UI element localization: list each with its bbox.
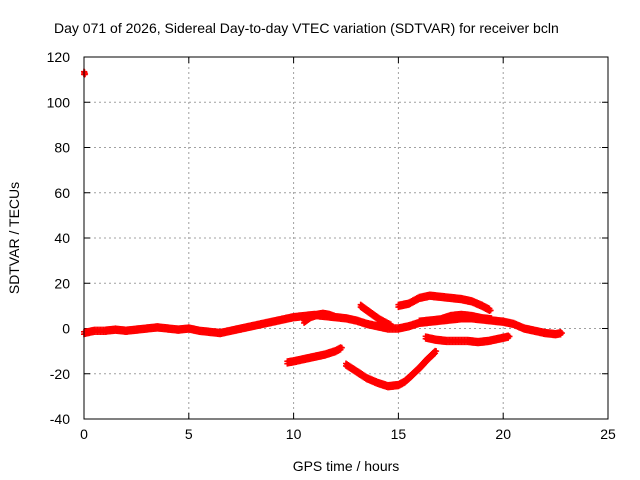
data-point-track-upper xyxy=(487,307,494,314)
x-tick-label: 5 xyxy=(185,426,193,442)
data-point-track-dip xyxy=(431,351,438,358)
y-tick-label: 0 xyxy=(62,321,70,337)
data-point-track-low-early xyxy=(338,344,345,351)
x-axis-label: GPS time / hours xyxy=(293,458,400,474)
data-point-outlier xyxy=(82,70,89,77)
data-point-track-mid-bump xyxy=(332,314,339,321)
y-tick-label: 40 xyxy=(54,230,70,246)
data-point-track-descend xyxy=(389,323,396,330)
y-tick-label: 100 xyxy=(47,94,71,110)
y-tick-label: 120 xyxy=(47,49,71,65)
y-tick-label: 80 xyxy=(54,140,70,156)
y-tick-label: 60 xyxy=(54,185,70,201)
axis-ticks: 0 5 10 15 20 25 -40 -20 0 20 40 60 80 100 120 xyxy=(47,49,616,442)
y-tick-label: -20 xyxy=(50,366,70,382)
chart-title: Day 071 of 2026, Sidereal Day-to-day VTE… xyxy=(54,20,559,36)
y-tick-label: -40 xyxy=(50,411,70,427)
x-tick-label: 10 xyxy=(286,426,302,442)
data-point-track-lower-right xyxy=(506,333,513,340)
data-points xyxy=(81,68,565,391)
x-tick-label: 20 xyxy=(495,426,511,442)
x-tick-label: 0 xyxy=(80,426,88,442)
y-axis-label: SDTVAR / TECUs xyxy=(6,182,22,294)
data-point-track-dip xyxy=(433,348,440,355)
x-tick-label: 25 xyxy=(600,426,616,442)
x-tick-label: 15 xyxy=(391,426,407,442)
data-point-track-mid-pass xyxy=(489,316,496,323)
y-tick-label: 20 xyxy=(54,275,70,291)
data-point-track-main xyxy=(558,330,565,337)
plot-frame xyxy=(83,56,609,420)
